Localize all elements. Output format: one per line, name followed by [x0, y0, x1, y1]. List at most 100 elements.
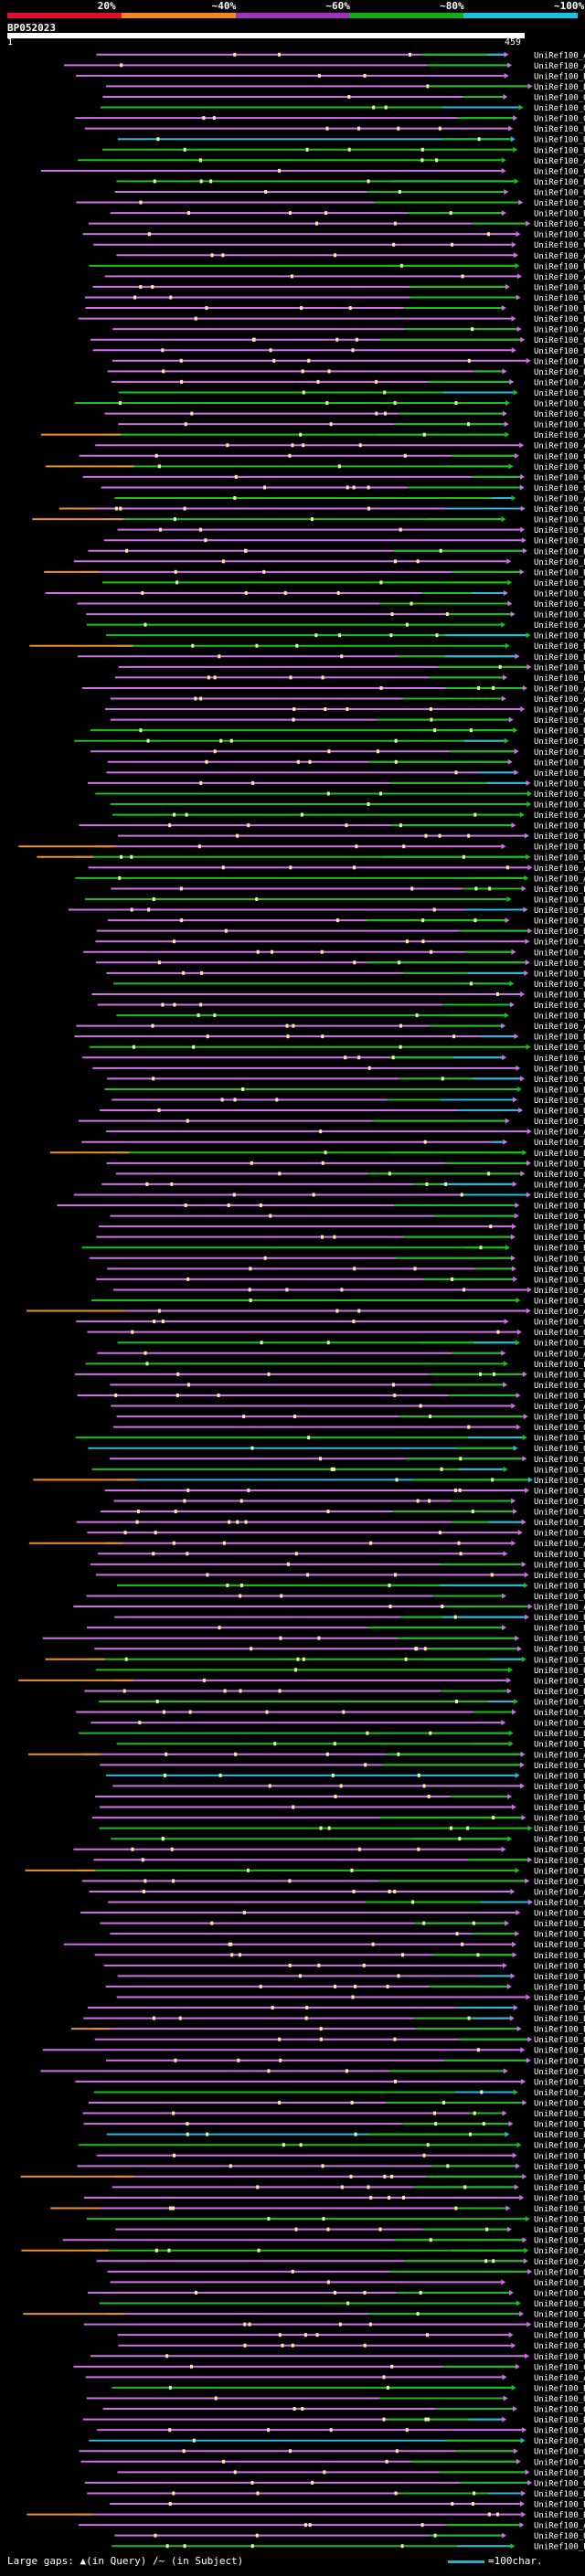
hit-label: UniRef100_B0TGJ1: [534, 178, 585, 187]
gap-marker: [161, 1002, 165, 1007]
gap-marker: [295, 643, 299, 648]
gap-marker: [378, 2227, 382, 2231]
legend-segment: [463, 13, 578, 18]
gap-marker: [467, 1425, 471, 1429]
hit-label: UniRef100_A3LZ38: [534, 1308, 585, 1317]
hit-end-arrow-icon: [513, 115, 518, 122]
hit-end-arrow-icon: [513, 389, 518, 396]
gap-marker: [144, 1879, 147, 1883]
gap-marker: [433, 2111, 437, 2115]
gap-marker: [367, 802, 370, 807]
gap-marker: [399, 1044, 402, 1049]
gap-marker: [152, 896, 155, 901]
hit-end-arrow-icon: [505, 642, 510, 649]
gap-marker: [410, 886, 414, 891]
hit-end-arrow-icon: [508, 1667, 514, 1673]
gap-marker: [473, 2111, 476, 2115]
gap-marker: [477, 685, 481, 690]
gap-marker: [454, 401, 458, 406]
gap-marker: [288, 1879, 292, 1883]
query-end-label: 459: [505, 37, 522, 48]
gap-marker: [167, 2248, 171, 2253]
gap-marker: [267, 2428, 271, 2433]
hit-end-arrow-icon: [516, 1086, 522, 1092]
gap-marker: [405, 2428, 409, 2433]
gap-marker: [233, 495, 237, 500]
hit-label: UniRef100_Q7GVD3: [534, 1530, 585, 1539]
hit-label: UniRef100_Q9WVB6: [534, 1635, 585, 1644]
hit-label: UniRef100_Q9SBM1: [534, 410, 585, 419]
gap-marker: [242, 1415, 246, 1419]
hit-end-arrow-icon: [506, 558, 512, 565]
gap-marker: [165, 2544, 169, 2549]
gap-marker: [454, 1700, 458, 1704]
legend-label: ~80%: [440, 0, 464, 12]
hit-label: UniRef100_Q5ASL5: [534, 1044, 585, 1053]
gap-marker: [347, 94, 351, 99]
gap-marker: [233, 52, 237, 57]
gap-marker: [207, 675, 210, 680]
hit-end-arrow-icon: [501, 210, 506, 217]
gap-marker: [292, 717, 295, 722]
hit-end-arrow-icon: [511, 949, 516, 955]
hit-end-arrow-icon: [521, 1656, 526, 1662]
gap-marker: [423, 1647, 427, 1651]
gap-marker: [192, 1044, 196, 1049]
hit-label: UniRef100_B4LL39: [534, 1688, 585, 1697]
hit-end-arrow-icon: [506, 896, 512, 902]
hit-end-arrow-icon: [515, 262, 520, 269]
gap-marker: [138, 1721, 142, 1725]
hit-end-arrow-icon: [522, 2237, 527, 2243]
hit-end-arrow-icon: [524, 970, 529, 976]
hit-end-arrow-icon: [501, 843, 506, 850]
hit-label: UniRef100_UP1000...: [534, 294, 585, 303]
hit-label: UniRef100_B4MPC0: [534, 1245, 585, 1254]
gap-marker: [206, 2132, 209, 2136]
gap-marker: [395, 2449, 399, 2454]
gap-marker: [453, 1615, 457, 1619]
gap-marker: [473, 918, 477, 923]
gap-marker: [364, 1763, 367, 1767]
gap-marker: [321, 675, 324, 680]
gap-marker: [244, 548, 248, 553]
hit-label: UniRef100_C1GH60: [534, 2237, 585, 2246]
hit-end-arrow-icon: [520, 505, 526, 512]
gap-marker: [337, 464, 341, 469]
hit-label: UniRef100_UP1000...: [534, 1276, 585, 1285]
gap-marker: [351, 1995, 355, 1999]
hit-label: UniRef100_UP1000...: [534, 1582, 585, 1591]
hit-label: UniRef100_C5GLX8: [534, 220, 585, 229]
gap-marker: [190, 411, 194, 416]
gap-marker: [417, 1773, 420, 1777]
gap-marker: [393, 401, 397, 406]
hit-end-arrow-icon: [502, 2416, 507, 2422]
gap-marker: [383, 2174, 387, 2178]
hit-label: UniRef100_B4LR11: [534, 1625, 585, 1634]
hit-label: UniRef100_Q6NVF9: [534, 1656, 585, 1665]
gap-marker: [229, 1942, 233, 1946]
hit-end-arrow-icon: [525, 1487, 530, 1493]
hit-end-arrow-icon: [522, 684, 527, 691]
hit-label: UniRef100_C5U4Y2: [534, 241, 585, 250]
hit-end-arrow-icon: [505, 917, 510, 924]
gap-marker: [278, 2101, 282, 2105]
gap-marker: [278, 2037, 282, 2041]
gap-marker: [320, 1235, 324, 1239]
hit-label: UniRef100_B9HWT7: [534, 758, 585, 768]
gap-marker: [259, 1203, 262, 1208]
hit-label: UniRef100_A8PYB0: [534, 2522, 585, 2531]
hit-label: UniRef100_B9SS24: [534, 1804, 585, 1813]
gap-marker: [302, 390, 305, 395]
gap-marker: [209, 179, 213, 184]
gap-marker: [122, 1689, 126, 1693]
hit-label: UniRef100_B4F6K8: [534, 1498, 585, 1507]
gap-marker: [393, 559, 397, 564]
gap-marker: [224, 928, 228, 933]
gap-marker: [334, 1794, 337, 1798]
gap-marker: [168, 2502, 172, 2507]
hit-end-arrow-icon: [514, 748, 519, 755]
gap-marker: [405, 622, 409, 627]
hit-end-arrow-icon: [522, 2173, 527, 2179]
gap-marker: [278, 1171, 282, 1176]
gap-marker: [132, 1044, 135, 1049]
